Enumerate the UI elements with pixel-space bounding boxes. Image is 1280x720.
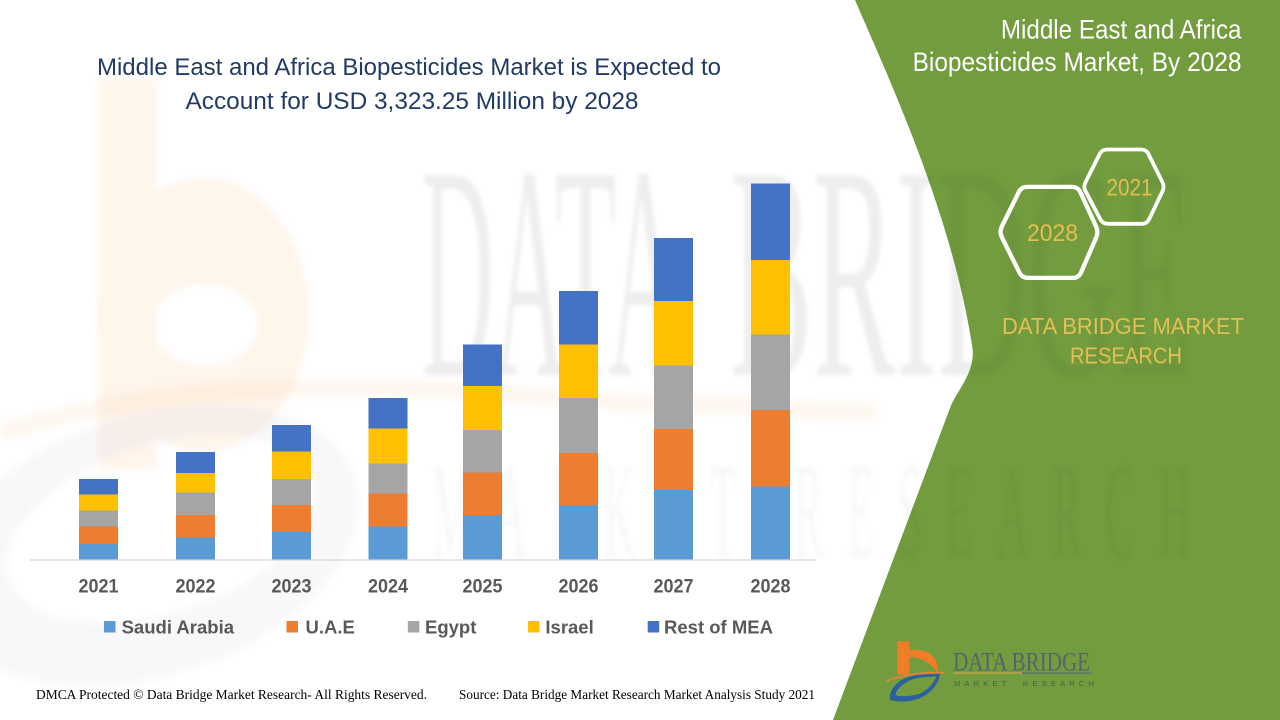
svg-text:Egypt: Egypt [425,617,476,638]
svg-text:RESEARCH: RESEARCH [1070,343,1182,369]
svg-text:U.A.E: U.A.E [306,617,355,638]
svg-text:Source: Data Bridge Market Res: Source: Data Bridge Market Research Mark… [459,687,815,702]
svg-text:DMCA Protected © Data Bridge M: DMCA Protected © Data Bridge Market Rese… [36,687,427,702]
svg-text:2028: 2028 [751,577,791,598]
svg-text:2027: 2027 [654,577,694,598]
svg-text:Middle East and Africa: Middle East and Africa [1001,15,1242,44]
svg-text:Saudi Arabia: Saudi Arabia [122,617,235,638]
svg-text:2025: 2025 [463,577,503,598]
svg-text:DATA BRIDGE MARKET: DATA BRIDGE MARKET [1002,313,1244,339]
svg-text:2024: 2024 [368,577,408,598]
svg-text:Middle East and Africa Biopest: Middle East and Africa Biopesticides Mar… [97,54,721,81]
svg-text:Israel: Israel [545,617,593,638]
svg-text:MARKET RESEARCH: MARKET RESEARCH [954,679,1098,688]
svg-text:2028: 2028 [1027,220,1078,247]
svg-text:DATA: DATA [422,105,681,442]
svg-text:Rest of MEA: Rest of MEA [664,617,773,638]
svg-text:2026: 2026 [559,577,599,598]
svg-text:2022: 2022 [176,577,216,598]
svg-text:2021: 2021 [79,577,119,598]
svg-text:Account for USD 3,323.25 Milli: Account for USD 3,323.25 Million by 2028 [186,88,639,115]
svg-text:Biopesticides Market, By 2028: Biopesticides Market, By 2028 [913,48,1242,77]
svg-text:2023: 2023 [272,577,312,598]
svg-text:DATA BRIDGE: DATA BRIDGE [953,648,1090,677]
svg-text:2021: 2021 [1107,175,1153,202]
